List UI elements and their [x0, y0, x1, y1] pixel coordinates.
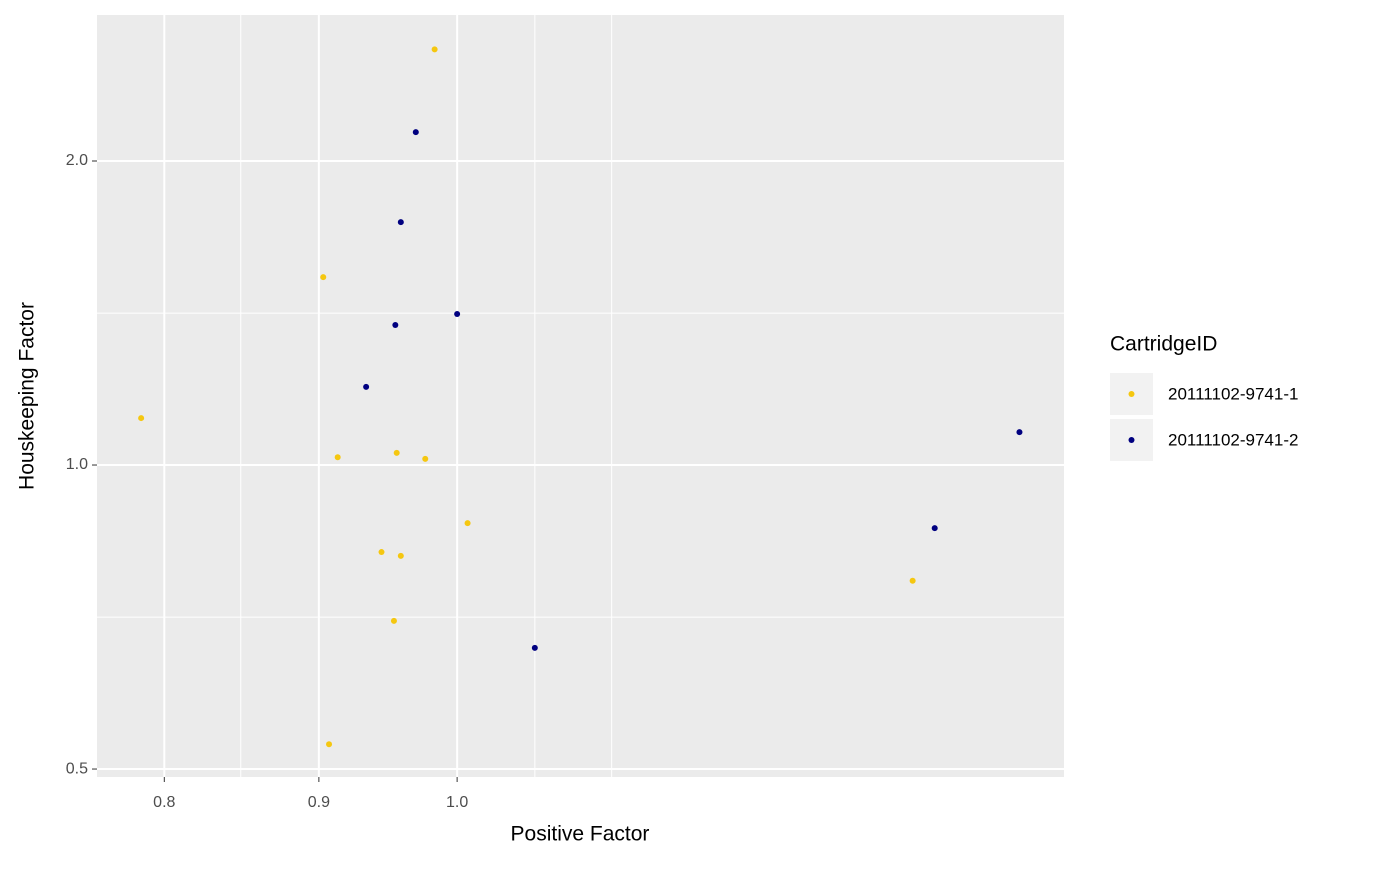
panel: [97, 15, 1064, 777]
legend-marker: [1128, 391, 1135, 397]
legend-label: 20111102-9741-2: [1168, 430, 1298, 449]
point: [334, 454, 341, 461]
point: [320, 274, 327, 281]
point: [422, 455, 429, 462]
point: [378, 549, 385, 556]
y-tick-label: 1.0: [66, 456, 88, 473]
point: [1016, 429, 1023, 436]
point: [531, 644, 538, 651]
grid: [97, 15, 1064, 777]
point: [138, 415, 145, 422]
legend-label: 20111102-9741-1: [1168, 384, 1298, 403]
legend-title: CartridgeID: [1110, 333, 1217, 356]
point: [397, 219, 404, 226]
x-axis-title: Positive Factor: [511, 823, 650, 846]
point: [393, 449, 400, 456]
point: [363, 383, 370, 390]
x-tick-label: 1.0: [446, 794, 468, 811]
point: [454, 311, 461, 318]
point: [431, 46, 438, 53]
point: [326, 741, 333, 748]
point: [464, 520, 471, 527]
y-tick-label: 0.5: [66, 760, 88, 777]
marks: [138, 46, 1023, 748]
x-tick-label: 0.8: [153, 794, 175, 811]
point: [931, 525, 938, 532]
x-tick-label: 0.9: [308, 794, 330, 811]
point: [392, 322, 399, 329]
legend-marker: [1128, 437, 1135, 443]
y-tick-label: 2.0: [66, 152, 88, 169]
point: [390, 617, 397, 624]
point: [397, 552, 404, 559]
y-axis-title: Houskeeping Factor: [16, 302, 39, 490]
point: [412, 129, 419, 136]
point: [909, 577, 916, 584]
